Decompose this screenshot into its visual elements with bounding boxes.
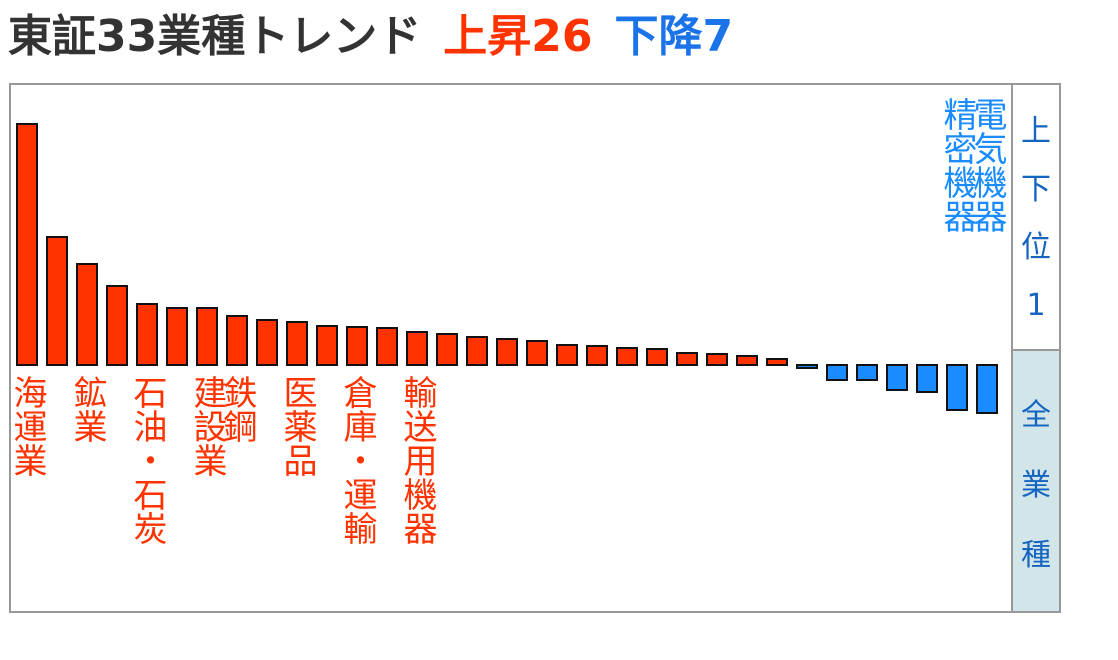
bar [766, 358, 788, 366]
bar [496, 338, 518, 366]
bar [856, 364, 878, 381]
bar [106, 285, 128, 366]
category-label: 鉱業 [67, 375, 107, 443]
category-label: 精密機器 [937, 97, 977, 233]
category-label: 倉庫・運輸 [337, 375, 377, 545]
bar [226, 315, 248, 366]
category-label: 石油・石炭 [127, 375, 167, 545]
chart-box: 海運業 鉱業 石油・石炭 建設業 鉄鋼 医薬品 倉庫・運輸 輸送用機器 精密機器 電気機器 上下位… [9, 83, 1061, 613]
category-label: 医薬品 [277, 375, 317, 477]
bar [826, 364, 848, 381]
bar [736, 355, 758, 366]
bar [286, 321, 308, 366]
bar [616, 347, 638, 366]
bar [46, 236, 68, 366]
bar [76, 263, 98, 366]
bar [976, 364, 998, 414]
bar [16, 123, 38, 366]
header: 東証33業種トレンド 上昇26 下降7 [8, 4, 733, 70]
category-label: 鉄鋼 [217, 375, 257, 443]
title: 東証33業種トレンド [8, 11, 422, 62]
category-label: 海運業 [11, 375, 47, 477]
bar [466, 336, 488, 366]
bar [676, 352, 698, 366]
bar [166, 307, 188, 366]
bar [316, 325, 338, 366]
bar [196, 307, 218, 366]
bar [376, 327, 398, 366]
bar [796, 364, 818, 369]
bar [406, 331, 428, 366]
category-label: 建設業 [187, 375, 227, 477]
tab-all[interactable]: 全業種 [1011, 349, 1059, 611]
bar [946, 364, 968, 411]
bar [556, 344, 578, 366]
bar [346, 326, 368, 366]
bar [646, 348, 668, 366]
bar [586, 345, 608, 366]
bar [526, 340, 548, 366]
up-count: 上昇26 [443, 11, 593, 62]
bar [916, 364, 938, 393]
bar [886, 364, 908, 391]
bar [706, 353, 728, 366]
category-label: 電気機器 [967, 97, 1007, 233]
tab-top10[interactable]: 上下位10 [1011, 85, 1059, 381]
bar [136, 303, 158, 366]
bar [256, 319, 278, 366]
category-label: 輸送用機器 [397, 375, 437, 545]
down-count: 下降7 [614, 11, 734, 62]
bar [436, 333, 458, 366]
